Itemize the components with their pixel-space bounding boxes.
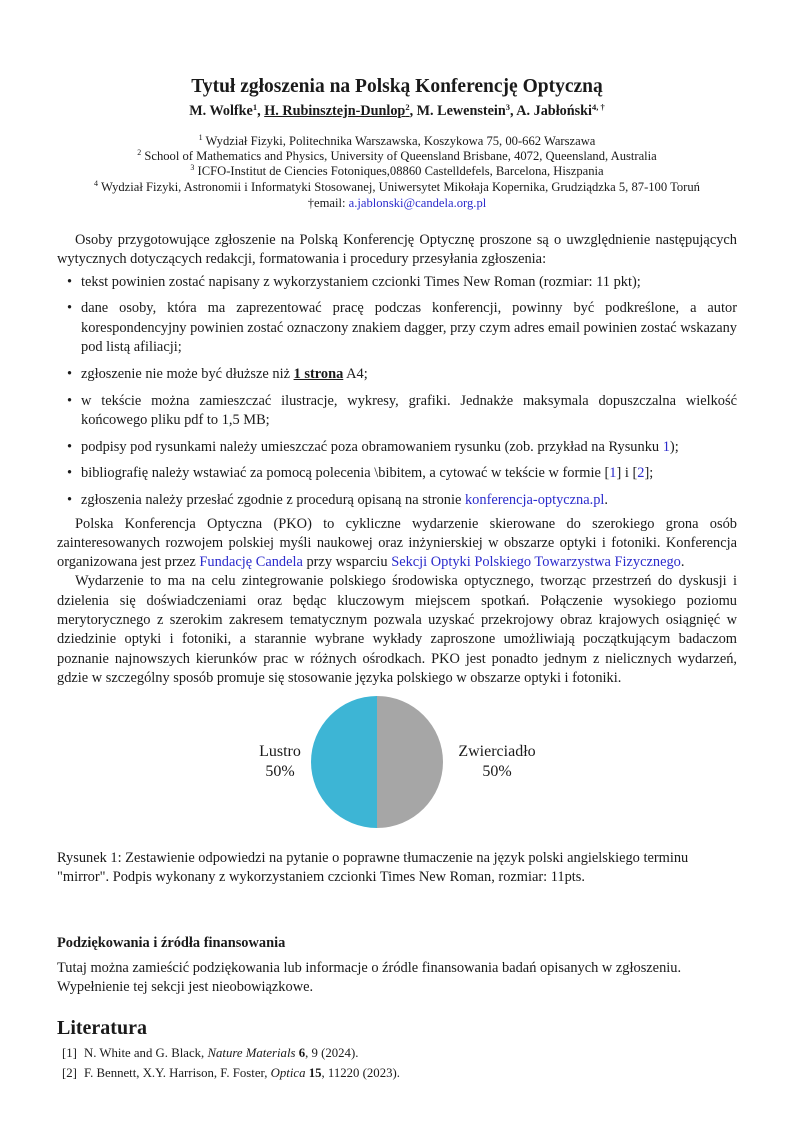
pie-slice-zwierciadlo xyxy=(377,696,443,828)
list-item: • bibliografię należy wstawiać za pomocą … xyxy=(67,465,654,482)
list-item: • dane osoby, która ma zaprezentować prac… xyxy=(67,300,737,355)
pie-label-zwierciadlo: Zwierciadło 50% xyxy=(458,743,536,780)
affiliations: 1 Wydział Fizyki, Politechnika Warszawsk… xyxy=(57,134,737,211)
pie-chart: Lustro 50% Zwierciadło 50% xyxy=(237,692,557,832)
pie-slice-lustro xyxy=(311,696,377,828)
author-presenting: H. Rubinsztejn-Dunlop2 xyxy=(264,102,410,119)
pie-label-lustro: Lustro 50% xyxy=(259,743,301,780)
website-link[interactable]: konferencja-optyczna.pl xyxy=(464,492,605,509)
list-item: • zgłoszenie nie może być dłuższe niż 1 s… xyxy=(67,365,368,382)
author: M. Lewenstein3 xyxy=(416,102,510,119)
list-item: • w tekście można zamieszczać ilustracje,… xyxy=(67,392,737,428)
reference-item: [2] F. Bennett, X.Y. Harrison, F. Foster,… xyxy=(62,1065,400,1080)
ack-text: Tutaj można zamieścić podziękowania lub … xyxy=(57,960,682,996)
affiliation: 4 Wydział Fizyki, Astronomii i Informaty… xyxy=(94,178,700,194)
citation-link[interactable]: 1 xyxy=(609,465,617,482)
list-item: • tekst powinien zostać napisany z wykorz… xyxy=(67,273,641,290)
list-item: • zgłoszenia należy przesłać zgodnie z pr… xyxy=(67,492,609,509)
intro-paragraph: Osoby przygotowujące zgłoszenie na Polsk… xyxy=(57,232,737,268)
affiliation: 1 Wydział Fizyki, Politechnika Warszawsk… xyxy=(198,133,596,149)
email-line: †email: a.jablonski@candela.org.pl xyxy=(307,195,487,210)
author-corresponding: A. Jabłoński4, † xyxy=(516,102,605,119)
ack-heading: Podziękowania i źródła finansowania xyxy=(57,935,286,951)
candela-link[interactable]: Fundację Candela xyxy=(199,554,303,571)
figure-caption: Rysunek 1: Zestawienie odpowiedzi na pyt… xyxy=(57,850,689,886)
figure-ref-link[interactable]: 1 xyxy=(662,438,670,455)
guidelines-list: • tekst powinien zostać napisany z wykorz… xyxy=(57,273,737,511)
affiliation: 3 ICFO-Institut de Ciencies Fotoniques,0… xyxy=(190,163,604,179)
paper-title: Tytuł zgłoszenia na Polską Konferencję O… xyxy=(191,76,603,97)
sekcja-optyki-link[interactable]: Sekcji Optyki Polskiego Towarzystwa Fizy… xyxy=(391,554,681,571)
list-item: • podpisy pod rysunkami należy umieszczać… xyxy=(67,438,679,455)
pko-paragraph: Polska Konferencja Optyczna (PKO) to cyk… xyxy=(57,515,737,571)
author: M. Wolfke1 xyxy=(189,102,258,119)
citation-link[interactable]: 2 xyxy=(637,465,645,482)
body: Osoby przygotowujące zgłoszenie na Polsk… xyxy=(57,231,737,688)
references-heading: Literatura xyxy=(57,1017,147,1039)
reference-list: [1] N. White and G. Black, Nature Materia… xyxy=(57,1044,737,1083)
pie-svg xyxy=(311,696,443,828)
affiliation: 2 School of Mathematics and Physics, Uni… xyxy=(137,148,657,164)
reference-item: [1] N. White and G. Black, Nature Materia… xyxy=(62,1046,359,1060)
email-link[interactable]: a.jablonski@candela.org.pl xyxy=(348,195,487,210)
event-paragraph: Wydarzenie to ma na celu zintegrowanie p… xyxy=(57,573,737,686)
author-list: M. Wolfke1, H. Rubinsztejn-Dunlop2, M. L… xyxy=(189,102,605,119)
